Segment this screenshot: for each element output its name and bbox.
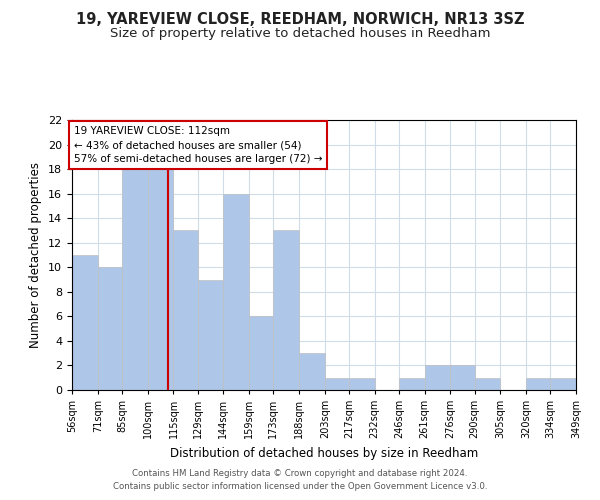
Bar (273, 230, 299, 390)
Bar (148, 169, 173, 390)
Bar (98, 268, 122, 390)
Text: Size of property relative to detached houses in Reedham: Size of property relative to detached ho… (110, 28, 490, 40)
Text: 19 YAREVIEW CLOSE: 112sqm
← 43% of detached houses are smaller (54)
57% of semi-: 19 YAREVIEW CLOSE: 112sqm ← 43% of detac… (74, 126, 322, 164)
Bar (451, 366, 475, 390)
Bar (550, 378, 576, 390)
Text: Contains public sector information licensed under the Open Government Licence v3: Contains public sector information licen… (113, 482, 487, 491)
Bar (72, 255, 98, 390)
Bar (249, 316, 273, 390)
Bar (526, 378, 550, 390)
Bar (399, 378, 425, 390)
Bar (325, 378, 349, 390)
Text: Contains HM Land Registry data © Crown copyright and database right 2024.: Contains HM Land Registry data © Crown c… (132, 468, 468, 477)
X-axis label: Distribution of detached houses by size in Reedham: Distribution of detached houses by size … (170, 446, 478, 460)
Bar (223, 194, 249, 390)
Bar (122, 169, 148, 390)
Bar (173, 230, 197, 390)
Bar (349, 378, 375, 390)
Bar (299, 353, 325, 390)
Bar (425, 366, 451, 390)
Y-axis label: Number of detached properties: Number of detached properties (29, 162, 43, 348)
Bar (197, 280, 223, 390)
Bar (475, 378, 500, 390)
Text: 19, YAREVIEW CLOSE, REEDHAM, NORWICH, NR13 3SZ: 19, YAREVIEW CLOSE, REEDHAM, NORWICH, NR… (76, 12, 524, 28)
